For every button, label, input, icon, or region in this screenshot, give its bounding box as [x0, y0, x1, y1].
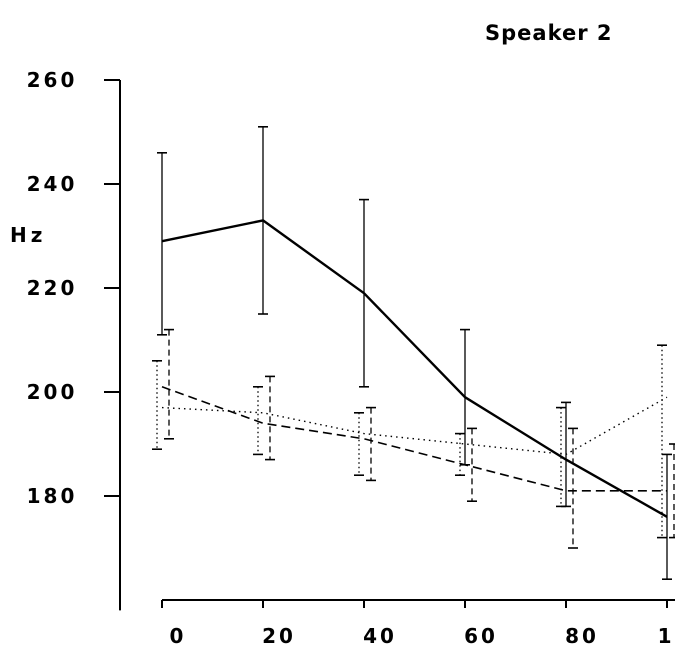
- x-tick-label: 0: [170, 624, 187, 648]
- y-tick-label: 180: [27, 484, 78, 508]
- y-tick-label: 200: [27, 380, 78, 404]
- x-tick-label: 100: [658, 624, 675, 648]
- series-dashed: [161, 328, 675, 549]
- series-line: [161, 219, 668, 518]
- y-tick-label: 220: [27, 276, 78, 300]
- y-tick-label: 240: [27, 172, 78, 196]
- series-solid: [157, 126, 672, 581]
- x-tick-label: 20: [262, 624, 296, 648]
- series-line: [161, 396, 668, 456]
- chart-title: Speaker 2: [485, 21, 613, 45]
- x-tick-label: 60: [464, 624, 498, 648]
- x-tick-label: 80: [565, 624, 599, 648]
- series-layer: [152, 126, 675, 581]
- x-tick-label: 40: [363, 624, 397, 648]
- y-axis-label: Hz: [10, 223, 46, 247]
- series-dotted: [152, 344, 668, 539]
- y-axis: 260 240 220 200 180: [27, 68, 121, 611]
- y-tick-label: 260: [27, 68, 78, 92]
- series-line: [161, 386, 667, 492]
- x-axis: 0 20 40 60 80 100: [161, 599, 675, 648]
